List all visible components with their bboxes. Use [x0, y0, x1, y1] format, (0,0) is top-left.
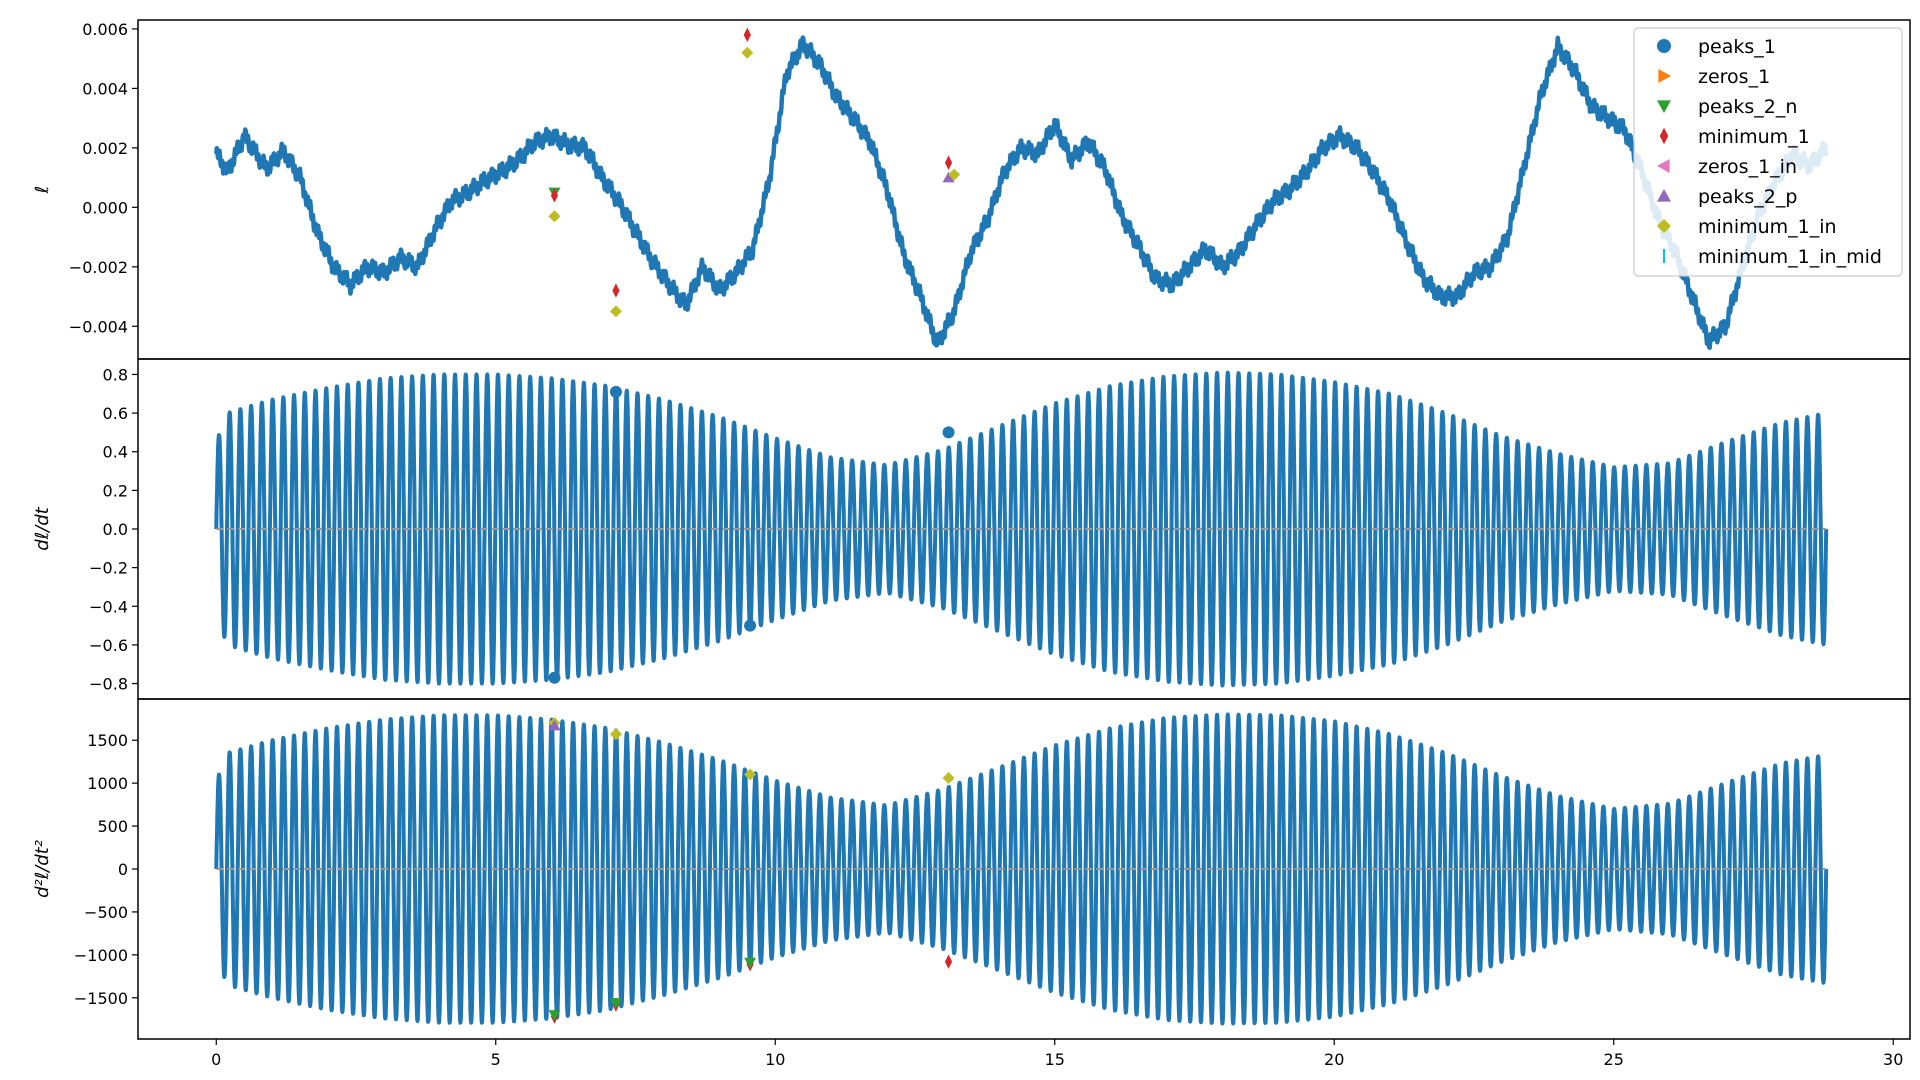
marker-circle	[744, 619, 757, 632]
legend-label: peaks_2_p	[1698, 186, 1797, 208]
marker-thin-diamond	[944, 954, 953, 969]
legend-label: peaks_2_n	[1698, 96, 1797, 118]
panel-bottom: 1500 1000 500 0 −500 −1000 −1500 d²ℓ/dt²	[32, 698, 1911, 1040]
legend-entry: peaks_1	[1657, 36, 1776, 58]
legend-box	[1633, 27, 1903, 277]
y-tick-label: 0.006	[82, 20, 128, 39]
y-tick-label: 0.002	[82, 139, 128, 158]
legend-entry: zeros_1_in	[1657, 156, 1797, 178]
marker-thin-diamond	[612, 283, 620, 298]
legend-marker-thin-diamond	[1659, 127, 1669, 145]
y-tick-label: −0.004	[69, 317, 128, 336]
legend-label: minimum_1_in	[1698, 216, 1837, 238]
y-tick-label: 0	[118, 860, 128, 879]
panels: 0.0060.0040.0020.000−0.002−0.004ℓ0.80.60…	[32, 19, 1911, 1069]
series-line	[214, 35, 1829, 350]
legend-marker-triangle-left	[1657, 159, 1670, 173]
marker-triangle-down	[548, 1010, 561, 1021]
y-tick-label: −0.4	[89, 597, 128, 616]
marker-circle	[942, 426, 955, 439]
legend-marker-triangle-right	[1658, 69, 1671, 83]
y-tick-label: 0.8	[103, 365, 128, 384]
y-tick-label: 0.6	[103, 404, 128, 423]
y-tick-label: 1500	[87, 731, 128, 750]
x-tick-label: 0	[211, 1050, 221, 1069]
legend-label: peaks_1	[1698, 36, 1776, 58]
plot-area	[214, 370, 1829, 688]
y-axis-label: dℓ/dt	[32, 506, 53, 550]
y-tick-label: 0.000	[82, 198, 128, 217]
x-tick-label: 5	[491, 1050, 501, 1069]
legend-entry: minimum_1	[1659, 126, 1810, 148]
marker-diamond	[744, 768, 757, 781]
legend: peaks_1 zeros_1 peaks_2_n minimum_1 zeros_1_…	[1633, 27, 1903, 277]
y-tick-label: 500	[97, 817, 128, 836]
x-tick-label: 25	[1604, 1050, 1624, 1069]
legend-entry: zeros_1	[1658, 66, 1770, 88]
y-tick-label: −0.2	[89, 559, 128, 578]
legend-entry: minimum_1_in_mid	[1662, 246, 1882, 268]
y-tick-label: 0.2	[103, 481, 128, 500]
x-tick-label: 10	[765, 1050, 785, 1069]
marker-circle	[548, 671, 561, 684]
y-tick-label: −1500	[74, 989, 128, 1008]
y-tick-label: −1000	[74, 946, 128, 965]
y-tick-label: 1000	[87, 774, 128, 793]
marker-diamond	[741, 46, 754, 59]
y-axis-label: ℓ	[32, 186, 53, 194]
legend-marker-triangle-up	[1657, 189, 1671, 202]
legend-entry: minimum_1_in	[1657, 216, 1837, 238]
marker-diamond	[609, 305, 622, 318]
marker-diamond	[609, 728, 622, 741]
y-axis-label: d²ℓ/dt²	[32, 840, 53, 898]
legend-label: zeros_1_in	[1698, 156, 1797, 178]
y-tick-label: −500	[84, 903, 128, 922]
legend-marker-diamond	[1657, 219, 1671, 233]
y-tick-label: −0.8	[89, 675, 128, 694]
legend-marker-triangle-down	[1657, 100, 1671, 113]
y-tick-label: 0.0	[103, 520, 128, 539]
y-tick-label: −0.002	[69, 258, 128, 277]
x-tick-label: 30	[1883, 1050, 1903, 1069]
legend-label: zeros_1	[1698, 66, 1770, 88]
marker-circle	[609, 385, 622, 398]
marker-diamond	[948, 168, 961, 181]
marker-diamond	[942, 771, 955, 784]
legend-marker-circle	[1657, 39, 1671, 53]
legend-label: minimum_1	[1698, 126, 1810, 148]
marker-triangle-up	[942, 171, 955, 183]
y-tick-label: −0.6	[89, 636, 128, 655]
marker-diamond	[548, 210, 561, 223]
x-tick-label: 15	[1045, 1050, 1065, 1069]
legend-entry: peaks_2_n	[1657, 96, 1797, 118]
x-tick-label: 20	[1324, 1050, 1344, 1069]
marker-triangle-down	[609, 998, 622, 1009]
marker-triangle-up	[548, 719, 561, 731]
panel-top: 0.006 0.004 0.002 0.000 −0.002 −0.004 ℓ	[32, 19, 1911, 360]
plot-area	[214, 27, 1829, 350]
y-tick-label: 0.4	[103, 443, 128, 462]
legend-label: minimum_1_in_mid	[1698, 246, 1882, 268]
marker-thin-diamond	[944, 155, 953, 170]
marker-triangle-down	[744, 957, 757, 969]
marker-thin-diamond	[550, 188, 559, 203]
plot-area	[214, 712, 1829, 1026]
legend-entry: peaks_2_p	[1657, 186, 1797, 208]
y-tick-label: 0.004	[82, 79, 128, 98]
marker-thin-diamond	[743, 27, 751, 43]
